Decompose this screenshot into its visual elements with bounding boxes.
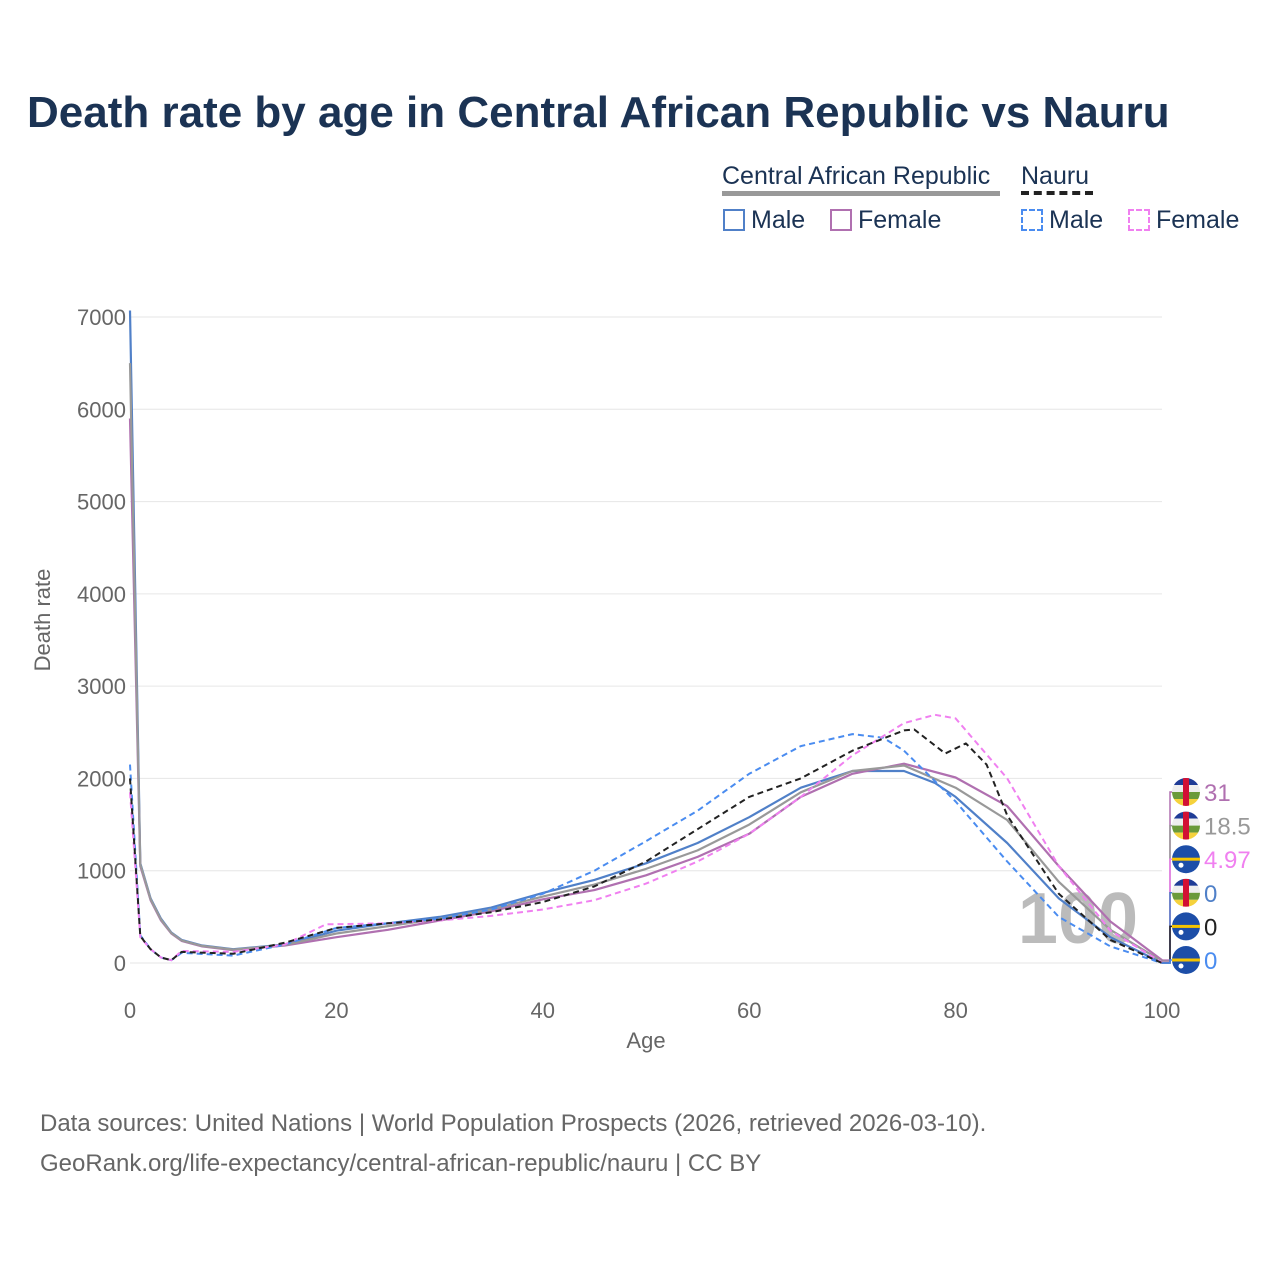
car-flag-icon (1172, 778, 1200, 806)
y-tick-label: 7000 (77, 305, 126, 330)
footer-source: Data sources: United Nations | World Pop… (40, 1110, 987, 1137)
legend-group-nauru[interactable]: Nauru (1021, 162, 1093, 195)
y-tick-label: 1000 (77, 859, 126, 884)
series-line-central-african-republic-male[interactable] (128, 310, 1163, 964)
series-line-nauru[interactable] (129, 728, 1163, 964)
y-tick-label: 0 (114, 951, 126, 976)
legend-label: Male (751, 206, 806, 234)
legend-swatch (1021, 209, 1043, 231)
car-flag-icon (1172, 811, 1200, 840)
legend-group-car[interactable]: Central African Republic (722, 162, 1000, 196)
y-tick-label: 3000 (77, 674, 126, 699)
legend-item-nauru-female[interactable]: Female (1128, 206, 1239, 235)
y-tick-label: 2000 (77, 766, 126, 791)
y-tick-label: 6000 (77, 397, 126, 422)
x-axis-label: Age (626, 1028, 665, 1053)
end-value-label: 0 (1204, 914, 1217, 941)
legend-group-title: Nauru (1021, 162, 1093, 195)
y-axis-label: Death rate (30, 569, 55, 672)
legend-swatch (1128, 209, 1150, 231)
end-value-label: 0 (1204, 881, 1217, 908)
legend-item-nauru-male[interactable]: Male (1021, 206, 1103, 235)
nauru-flag-icon (1172, 946, 1200, 974)
x-tick-label: 20 (324, 998, 348, 1023)
y-tick-label: 4000 (77, 582, 126, 607)
end-value-label: 31 (1204, 780, 1231, 807)
series-line-nauru-male[interactable] (129, 733, 1163, 964)
x-tick-label: 40 (531, 998, 555, 1023)
end-value-label: 18.5 (1204, 814, 1251, 841)
x-tick-label: 60 (737, 998, 761, 1023)
end-value-label: 4.97 (1204, 847, 1251, 874)
nauru-flag-icon (1172, 912, 1200, 941)
legend-group-title: Central African Republic (722, 162, 1000, 196)
nauru-flag-icon (1172, 845, 1200, 874)
end-label-connector (1162, 858, 1174, 964)
legend-item-car-female[interactable]: Female (830, 206, 941, 235)
end-value-label: 0 (1204, 948, 1217, 975)
series-line-central-african-republic-female[interactable] (128, 418, 1163, 961)
car-flag-icon (1172, 878, 1200, 907)
x-tick-label: 100 (1144, 998, 1181, 1023)
chart-title: Death rate by age in Central African Rep… (27, 88, 1170, 137)
footer-url[interactable]: GeoRank.org/life-expectancy/central-afri… (40, 1150, 762, 1177)
series-line-central-african-republic[interactable] (128, 363, 1163, 963)
legend-swatch (723, 209, 745, 231)
legend-label: Male (1049, 206, 1104, 234)
hover-age-label: 100 (1018, 879, 1138, 959)
legend-label: Female (1156, 206, 1240, 234)
x-tick-label: 0 (124, 998, 136, 1023)
y-tick-label: 5000 (77, 490, 126, 515)
legend-label: Female (858, 206, 942, 234)
end-label-connector (1162, 791, 1174, 961)
legend-item-car-male[interactable]: Male (723, 206, 805, 235)
series-line-nauru-female[interactable] (129, 713, 1163, 964)
legend-swatch (830, 209, 852, 231)
x-tick-label: 80 (943, 998, 967, 1023)
end-label-connector (1162, 925, 1174, 964)
